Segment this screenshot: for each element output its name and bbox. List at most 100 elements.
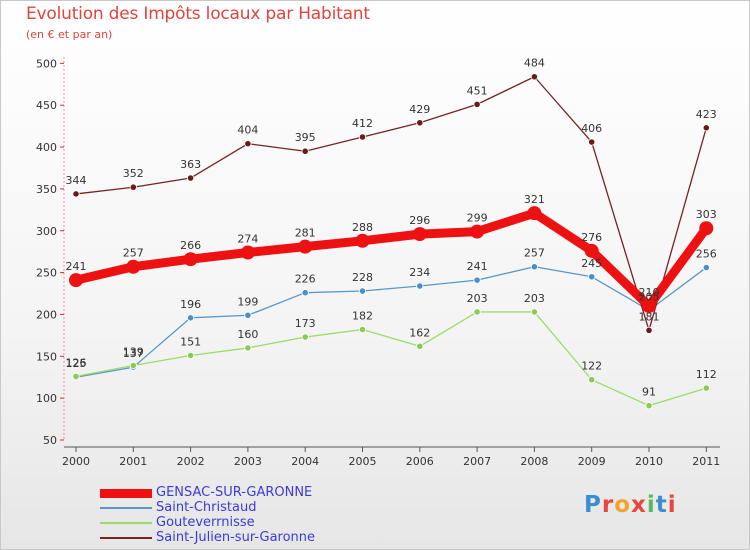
data-label: 203 xyxy=(467,292,488,305)
data-label: 112 xyxy=(696,368,717,381)
data-point xyxy=(530,308,539,316)
data-point xyxy=(527,206,542,221)
data-label: 266 xyxy=(180,239,201,252)
data-label: 344 xyxy=(66,174,87,187)
data-point xyxy=(588,273,596,281)
data-point xyxy=(355,233,370,248)
data-point xyxy=(584,243,599,258)
data-point xyxy=(187,174,195,182)
data-point xyxy=(129,361,137,370)
data-point xyxy=(240,245,255,260)
data-label: 182 xyxy=(352,310,373,323)
data-point xyxy=(642,299,656,314)
x-tick-label: 2010 xyxy=(635,455,663,468)
data-point xyxy=(301,289,309,297)
data-point xyxy=(645,402,653,410)
x-tick-label: 2004 xyxy=(291,455,319,468)
data-point xyxy=(588,138,596,146)
data-label: 288 xyxy=(352,221,373,234)
x-tick-label: 2005 xyxy=(349,455,377,468)
data-point xyxy=(702,384,710,392)
data-label: 126 xyxy=(66,356,87,369)
data-label: 484 xyxy=(524,57,545,70)
data-label: 160 xyxy=(237,328,258,341)
data-point xyxy=(473,308,481,316)
y-tick-label: 100 xyxy=(36,392,57,405)
chart-title: Evolution des Impôts locaux par Habitant xyxy=(26,4,370,24)
data-label: 321 xyxy=(524,193,545,206)
data-label: 181 xyxy=(639,310,660,323)
data-point xyxy=(416,119,424,127)
legend-label: Saint-Julien-sur-Garonne xyxy=(156,530,316,545)
y-tick-label: 450 xyxy=(36,99,57,112)
data-point xyxy=(301,333,309,341)
data-label: 151 xyxy=(180,335,201,348)
x-tick-label: 2008 xyxy=(520,455,548,468)
data-point xyxy=(530,73,539,81)
data-point xyxy=(298,239,313,254)
legend-label: Gouteverrnisse xyxy=(156,515,255,530)
data-label: 451 xyxy=(467,84,488,97)
series-line xyxy=(75,311,707,407)
y-tick-label: 50 xyxy=(43,434,57,447)
x-tick-label: 2003 xyxy=(234,455,262,468)
data-label: 274 xyxy=(237,233,258,246)
data-point xyxy=(187,314,195,322)
line-chart: 50 100 150 200 250 300 350 400 450 500 2000 2001 200… xyxy=(36,57,720,468)
y-tick-label: 250 xyxy=(36,267,57,280)
data-label: 245 xyxy=(581,257,602,270)
data-label: 395 xyxy=(295,131,316,144)
data-label: 234 xyxy=(409,266,430,279)
x-tick-label: 2002 xyxy=(177,455,205,468)
data-label: 423 xyxy=(696,108,717,121)
data-point xyxy=(699,221,714,236)
x-tick-label: 2007 xyxy=(463,455,491,468)
data-point xyxy=(72,190,80,198)
data-point xyxy=(416,282,424,290)
data-label: 139 xyxy=(123,346,144,359)
legend-label: GENSAC-SUR-GARONNE xyxy=(156,485,313,500)
data-point xyxy=(69,273,83,288)
x-tick-label: 2000 xyxy=(62,455,90,468)
data-point xyxy=(244,311,252,319)
y-tick-label: 300 xyxy=(36,225,57,238)
x-tick-label: 2006 xyxy=(406,455,434,468)
legend-swatch xyxy=(100,537,152,539)
data-label: 404 xyxy=(237,124,258,137)
data-label: 203 xyxy=(524,292,545,305)
data-point xyxy=(702,263,710,272)
x-tick-label: 2001 xyxy=(119,455,147,468)
data-point xyxy=(244,140,252,148)
data-label: 429 xyxy=(409,103,430,116)
data-point xyxy=(588,376,596,384)
legend-swatch xyxy=(100,522,152,524)
proxiti-logo: Proxiti xyxy=(584,492,677,518)
data-label: 125 xyxy=(66,357,87,370)
y-tick-label: 400 xyxy=(36,141,57,154)
data-label: 256 xyxy=(696,248,717,261)
data-point xyxy=(645,326,653,334)
data-label: 173 xyxy=(295,317,316,330)
data-label: 241 xyxy=(66,260,87,273)
data-point xyxy=(358,325,367,334)
x-tick-label: 2011 xyxy=(692,455,720,468)
data-point xyxy=(530,263,539,271)
data-label: 210 xyxy=(639,286,660,299)
y-tick-label: 150 xyxy=(36,350,57,363)
data-point xyxy=(301,147,309,155)
series-line xyxy=(74,208,710,311)
y-tick-label: 200 xyxy=(36,308,57,321)
data-label: 162 xyxy=(409,326,430,339)
data-label: 276 xyxy=(581,231,602,244)
data-label: 199 xyxy=(237,295,258,308)
data-point xyxy=(473,100,481,108)
data-point xyxy=(358,287,367,295)
data-point xyxy=(473,276,481,284)
data-point xyxy=(702,124,710,132)
data-point xyxy=(470,224,485,239)
data-label: 205 xyxy=(639,290,660,303)
chart-subtitle: (en € et par an) xyxy=(26,28,113,41)
data-point xyxy=(126,259,141,274)
data-label: 299 xyxy=(467,212,488,225)
data-label: 196 xyxy=(180,298,201,311)
